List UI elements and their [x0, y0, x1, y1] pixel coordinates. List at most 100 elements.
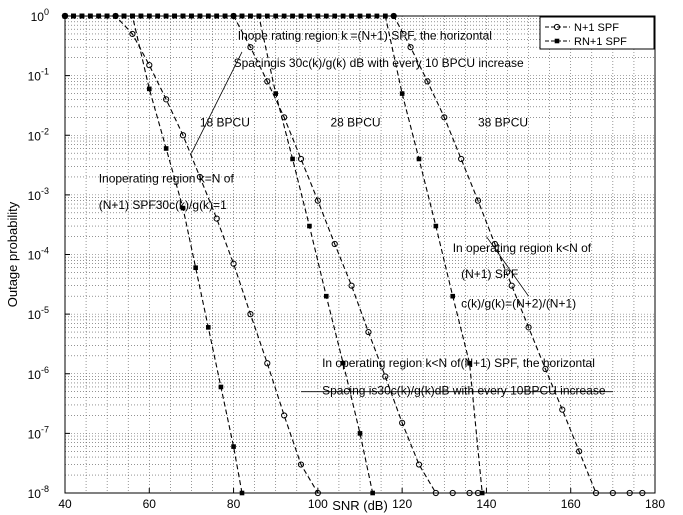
legend-item: N+1 SPF	[545, 22, 619, 34]
legend-label: N+1 SPF	[574, 22, 619, 34]
data-point	[314, 197, 321, 204]
y-ticks: 100 10-1 10-2 10-3 10-4 10-5 10-6 10-7 10-8	[28, 7, 70, 501]
x-tick-label: 40	[58, 497, 72, 511]
x-tick-label: 180	[645, 497, 665, 511]
y-tick-label: 10-4	[28, 246, 49, 263]
data-point	[559, 406, 566, 413]
data-point	[297, 155, 305, 163]
data-point	[273, 91, 279, 96]
annotation-layer: Inope rating region k =(N+1) SPF, the ho…	[99, 29, 606, 398]
legend-marker	[554, 38, 560, 44]
data-point	[491, 240, 498, 248]
data-point	[218, 384, 224, 390]
data-point	[290, 156, 295, 162]
data-point	[297, 461, 305, 468]
data-point	[433, 223, 439, 229]
data-point	[474, 197, 482, 204]
y-tick-label: 10-2	[28, 126, 49, 143]
y-tick-label: 10-6	[28, 365, 49, 382]
annotation-text: In operating region k<N of	[453, 241, 592, 255]
data-point	[399, 419, 406, 426]
data-point	[307, 223, 312, 229]
annotation-arrow	[486, 236, 529, 297]
data-point	[450, 293, 456, 299]
data-point	[331, 240, 338, 248]
data-point	[458, 155, 465, 163]
x-tick-label: 60	[143, 497, 157, 511]
y-tick-label: 10-5	[28, 305, 49, 322]
x-tick-label: 120	[392, 497, 412, 511]
data-point	[382, 373, 389, 380]
legend: N+1 SPF RN+1 SPF	[539, 16, 655, 50]
x-tick-label: 140	[476, 497, 496, 511]
y-tick-label: 10-7	[28, 424, 49, 441]
legend-marker	[553, 23, 561, 31]
data-point	[193, 265, 198, 271]
data-point	[180, 205, 186, 211]
annotation-text: Inoperating region k=N of	[99, 172, 235, 186]
y-tick-label: 10-1	[28, 67, 49, 84]
series-line	[65, 15, 483, 494]
series-line	[65, 15, 243, 494]
data-point	[542, 365, 549, 373]
data-point	[146, 62, 153, 69]
data-point	[525, 324, 532, 331]
y-tick-label: 10-8	[28, 484, 49, 501]
y-axis-label: Outage probability	[5, 201, 20, 307]
annotation-text: Spacingis 30c(k)/g(k) dB with every 10 B…	[234, 56, 524, 70]
data-point	[357, 431, 363, 436]
data-point	[281, 412, 288, 419]
legend-label: RN+1 SPF	[574, 36, 627, 48]
annotation-text: 28 BPCU	[331, 116, 381, 130]
series-line	[65, 15, 319, 494]
x-tick-label: 160	[561, 497, 581, 511]
data-point	[407, 44, 414, 51]
data-point	[415, 461, 423, 468]
data-point	[163, 96, 170, 103]
x-tick-label: 100	[308, 497, 328, 511]
data-point	[323, 293, 329, 299]
data-point	[231, 444, 236, 449]
data-point	[441, 114, 448, 121]
data-point	[424, 78, 431, 85]
data-point	[264, 78, 271, 85]
annotation-text: Inope rating region k =(N+1) SPF, the ho…	[238, 29, 492, 43]
grid	[65, 16, 655, 493]
data-point	[348, 282, 355, 289]
data-point	[247, 44, 254, 51]
data-point	[467, 360, 472, 366]
annotation-text: 18 BPCU	[200, 116, 250, 130]
data-point	[416, 156, 422, 162]
annotation-text: (N+1) SPF	[461, 267, 518, 281]
data-point	[264, 360, 271, 367]
data-point	[205, 325, 211, 330]
data-point	[196, 173, 203, 181]
data-point	[129, 30, 136, 38]
annotation-text: Spacing is30c(k)/g(k)dB with every 10BPC…	[322, 383, 606, 397]
legend-item: RN+1 SPF	[545, 36, 627, 48]
x-tick-label: 80	[227, 497, 241, 511]
y-tick-label: 100	[31, 7, 49, 24]
data-point	[230, 260, 237, 267]
data-point	[576, 448, 583, 455]
annotation-arrow	[191, 51, 243, 154]
legend-box	[539, 16, 655, 50]
x-axis-label: SNR (dB)	[332, 498, 388, 513]
data-point	[365, 328, 372, 336]
data-point	[508, 282, 515, 289]
data-point	[399, 91, 405, 96]
annotation-text: (N+1) SPF30c(k)/g(k)=1	[99, 198, 227, 212]
data-point	[179, 132, 187, 139]
annotation-arrows	[191, 51, 613, 393]
data-point	[163, 146, 169, 151]
annotation-text: 38 BPCU	[478, 116, 528, 130]
y-tick-label: 10-3	[28, 186, 49, 203]
annotation-text: c(k)/g(k)=(N+2)/(N+1)	[461, 296, 576, 310]
x-ticks: 40 60 80 100 120 140 160 180	[58, 488, 665, 511]
annotation-text: In operating region k<N of(N+1) SPF, the…	[322, 356, 595, 370]
data-point	[340, 360, 346, 366]
data-point	[213, 215, 220, 222]
data-point	[247, 311, 254, 318]
data-point	[146, 86, 152, 92]
